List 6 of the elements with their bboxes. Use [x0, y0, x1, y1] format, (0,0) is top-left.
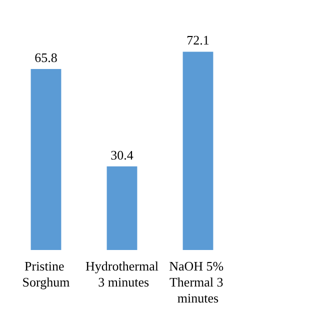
- data-label: 65.8: [34, 50, 58, 66]
- data-label: 72.1: [186, 32, 210, 48]
- x-tick-label: Hydrothermal 3 minutes: [86, 258, 159, 290]
- x-tick-label: NaOH 5% Thermal 3 minutes: [169, 258, 227, 306]
- data-label: 30.4: [110, 147, 134, 162]
- x-tick-label: Pristine Sorghum: [22, 258, 70, 290]
